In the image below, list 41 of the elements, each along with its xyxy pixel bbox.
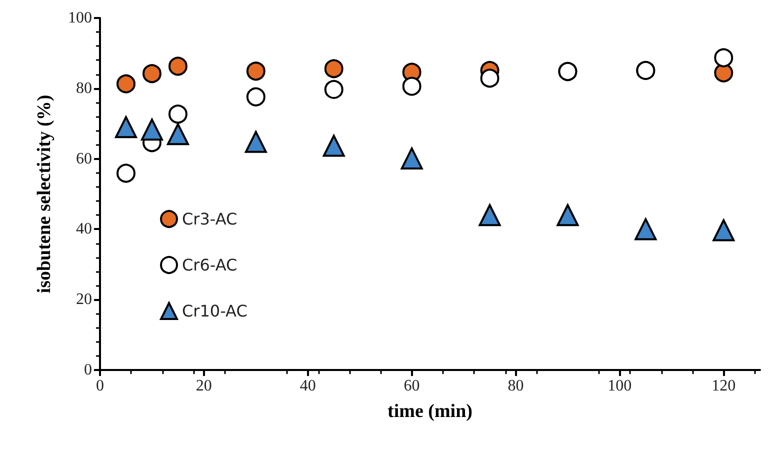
point [168, 56, 188, 76]
point [480, 68, 500, 88]
x-tick-label: 20 [196, 378, 212, 394]
point [478, 204, 501, 226]
x-tick-label: 60 [404, 378, 420, 394]
y-tick-label: 40 [76, 220, 92, 238]
x-tick-label: 0 [96, 378, 104, 394]
point [140, 118, 163, 141]
point [400, 147, 423, 170]
point [166, 123, 189, 146]
x-tick-label: 40 [300, 378, 316, 394]
x-axis-title: time (min) [388, 401, 472, 422]
point [714, 48, 734, 68]
y-tick-label: 100 [68, 10, 92, 26]
point [142, 64, 162, 84]
point [246, 62, 266, 81]
legend-label: Cr10-AC [182, 302, 248, 320]
point [712, 219, 735, 242]
y-axis-title: isobutene selectivity (%) [34, 94, 55, 294]
point [714, 63, 734, 82]
point [168, 104, 188, 124]
point [244, 130, 267, 153]
point [246, 87, 266, 106]
x-tick-label: 80 [508, 378, 524, 394]
legend-label: Cr3-AC [182, 210, 238, 228]
y-tick-label: 20 [76, 291, 92, 308]
x-tick-label: 100 [608, 378, 632, 394]
y-tick-label: 80 [76, 80, 92, 97]
point [556, 204, 579, 226]
point [322, 134, 345, 157]
x-tick-label: 120 [712, 378, 736, 394]
point [402, 76, 422, 96]
point [116, 74, 136, 94]
y-tick-label: 0 [84, 362, 92, 378]
point [634, 218, 657, 240]
point [324, 59, 344, 78]
legend-label: Cr6-AC [182, 256, 238, 274]
y-tick-label: 60 [76, 150, 92, 168]
point [116, 164, 136, 183]
point [114, 116, 137, 138]
point [324, 80, 344, 99]
